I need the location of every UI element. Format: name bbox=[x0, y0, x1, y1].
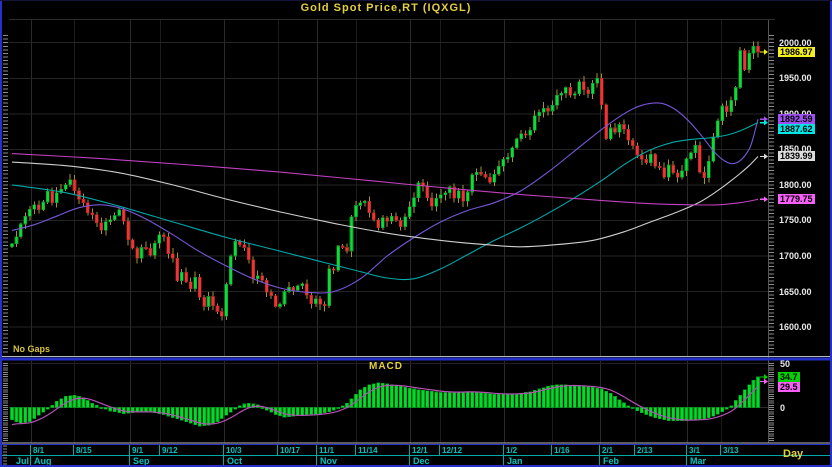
value-marker: 1892.59 bbox=[778, 114, 815, 125]
period-label: Day bbox=[783, 448, 804, 460]
month-label: Feb bbox=[603, 456, 620, 466]
price-axis-label: 1750.00 bbox=[779, 215, 812, 226]
date-tick-label: 2/13 bbox=[637, 446, 653, 455]
value-marker: 29.5 bbox=[778, 381, 800, 392]
window-border-top bbox=[0, 0, 832, 1]
month-label: Mar bbox=[690, 456, 707, 466]
window-border-bottom bbox=[0, 465, 832, 467]
date-tick-label: 10/17 bbox=[280, 446, 301, 455]
value-marker: 34.7 bbox=[778, 371, 800, 382]
macd-axis-label: 50 bbox=[780, 358, 791, 369]
date-tick-label: 11/14 bbox=[358, 446, 378, 455]
price-axis-label: 1850.00 bbox=[779, 144, 812, 155]
value-marker: 1779.75 bbox=[778, 194, 815, 205]
no-gaps-label: No Gaps bbox=[13, 344, 51, 354]
date-tick-label: 8/15 bbox=[76, 446, 92, 455]
price-axis-label: 1800.00 bbox=[779, 179, 812, 190]
value-marker: 1986.97 bbox=[778, 46, 815, 57]
date-tick-label: 1/16 bbox=[554, 446, 570, 455]
chart-title: Gold Spot Price,RT (IQXGL) bbox=[300, 2, 472, 14]
date-tick-label: 1/2 bbox=[506, 446, 518, 455]
month-label: Aug bbox=[34, 456, 52, 466]
date-tick-label: 12/1 bbox=[412, 446, 428, 455]
month-label: Jul bbox=[16, 456, 30, 466]
value-marker: 1887.62 bbox=[778, 124, 815, 135]
date-tick-label: 10/3 bbox=[226, 446, 242, 455]
macd-axis-label: 0 bbox=[780, 402, 786, 413]
window-border-right bbox=[830, 0, 832, 467]
month-label: Dec bbox=[413, 456, 430, 466]
value-marker: 1839.99 bbox=[778, 151, 815, 162]
date-tick-label: 3/13 bbox=[723, 446, 739, 455]
month-label: Jan bbox=[507, 456, 523, 466]
date-tick-label: 8/1 bbox=[33, 446, 45, 455]
price-axis-label: 2000.00 bbox=[779, 37, 812, 48]
date-tick-label: 3/1 bbox=[689, 446, 701, 455]
date-tick-label: 9/1 bbox=[132, 446, 144, 455]
price-axis-label: 1900.00 bbox=[779, 109, 812, 119]
price-axis-label: 1700.00 bbox=[779, 251, 812, 261]
window-border-left bbox=[0, 0, 2, 467]
month-label: Sep bbox=[133, 456, 150, 466]
date-tick-label: 12/12 bbox=[442, 446, 463, 455]
date-tick-label: 11/1 bbox=[319, 446, 335, 455]
price-axis-label: 1650.00 bbox=[779, 286, 812, 297]
date-tick-label: 9/12 bbox=[162, 446, 178, 455]
price-axis-label: 1950.00 bbox=[779, 73, 812, 84]
month-label: Oct bbox=[227, 456, 243, 466]
date-tick-label: 2/1 bbox=[602, 446, 614, 455]
price-axis-label: 1600.00 bbox=[779, 322, 812, 333]
month-label: Nov bbox=[320, 456, 338, 466]
macd-title: MACD bbox=[369, 361, 403, 372]
